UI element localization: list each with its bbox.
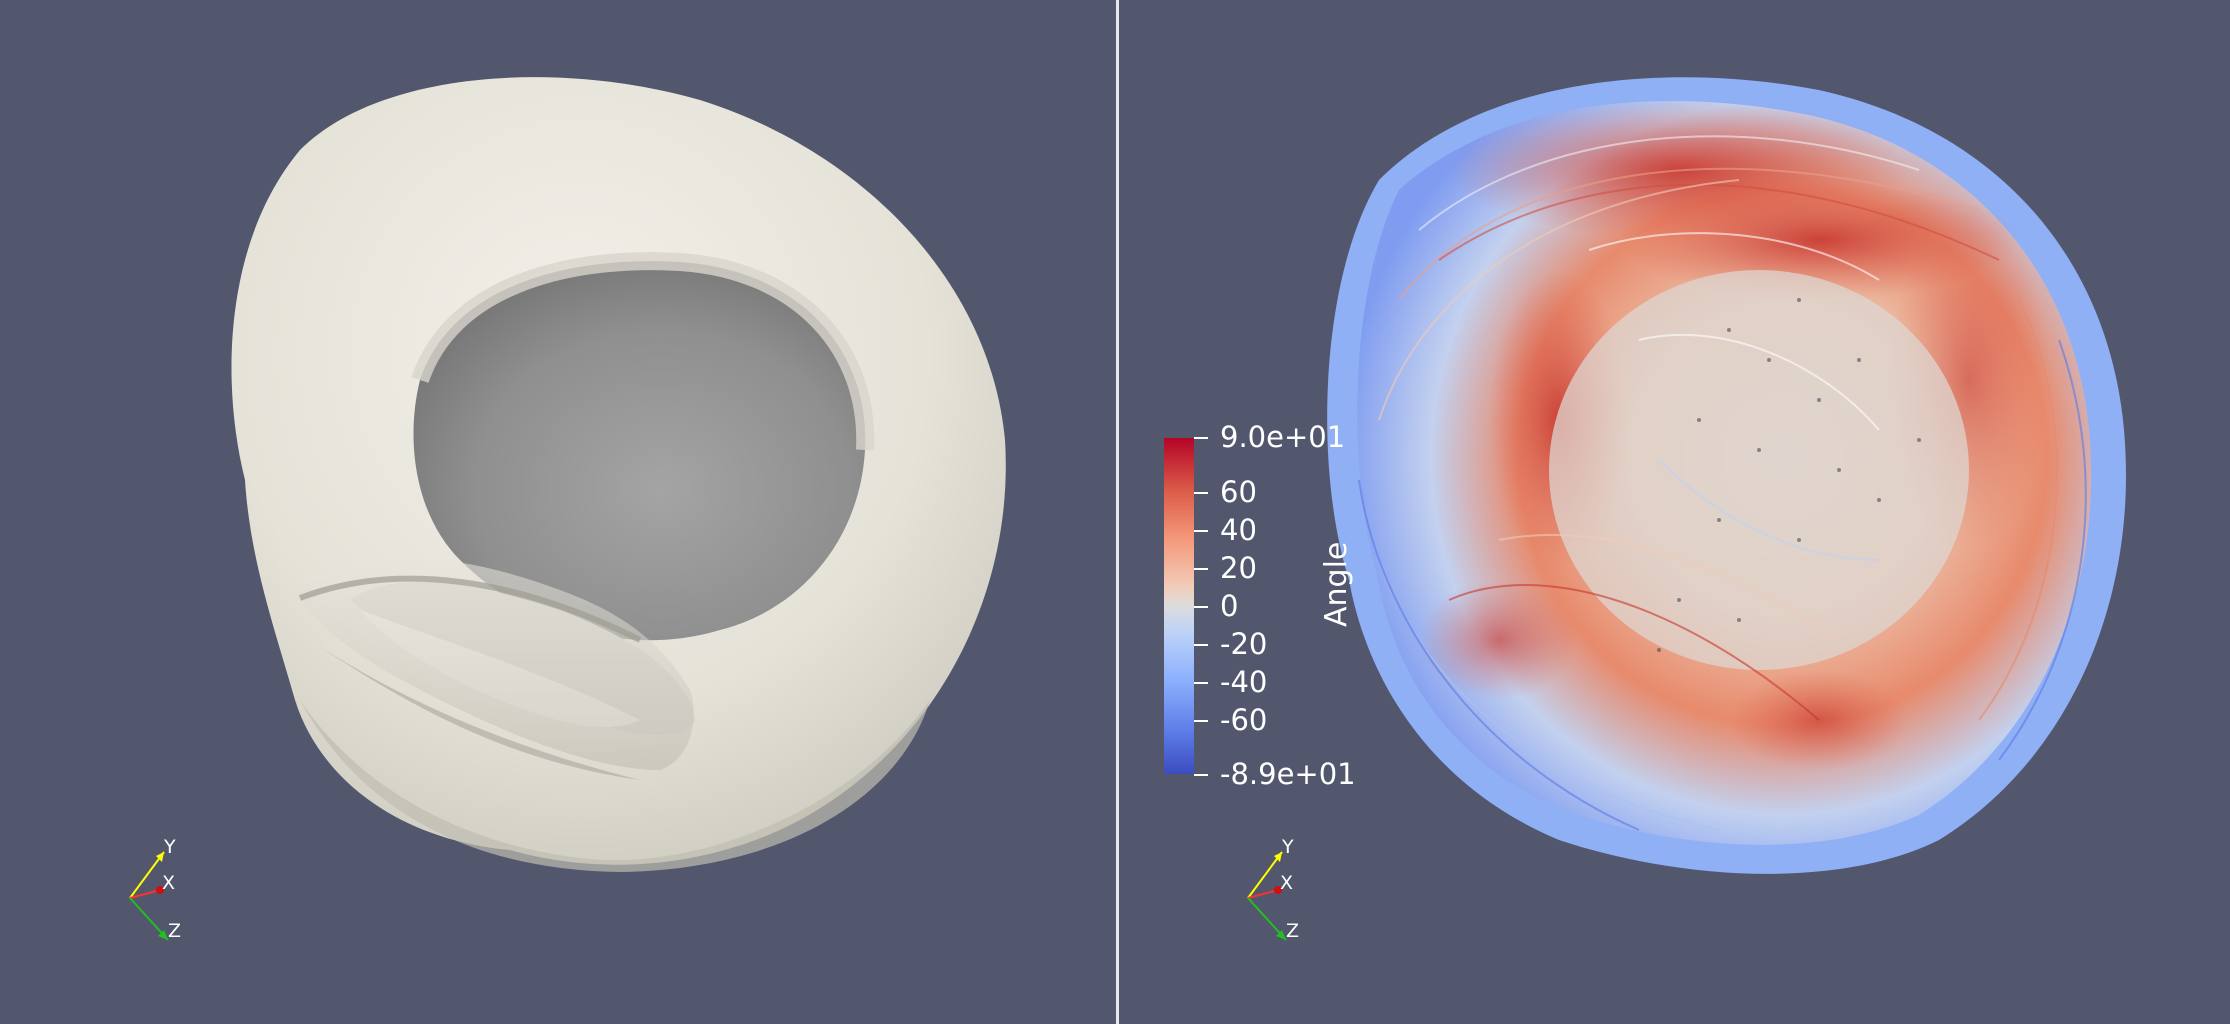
orientation-axes: Y X Z xyxy=(1236,830,1316,950)
tick-mark xyxy=(1194,437,1208,439)
orientation-axes: Y X Z xyxy=(118,830,198,950)
tick-label-min: -8.9e+01 xyxy=(1220,757,1356,791)
tick-mark xyxy=(1194,530,1208,532)
tick-label: -40 xyxy=(1220,665,1268,699)
cavity-opening xyxy=(413,261,866,641)
left-render-viewport[interactable]: Y X Z xyxy=(0,0,1116,1024)
viewport-divider[interactable] xyxy=(1116,0,1119,1024)
tick-label: 40 xyxy=(1220,513,1257,547)
tick-mark xyxy=(1194,644,1208,646)
right-render-viewport[interactable]: 9.0e+01 60 40 20 0 -20 -40 -60 -8.9e+01 … xyxy=(1119,0,2230,1024)
fiber-streamline-render[interactable] xyxy=(1119,0,2230,1024)
axis-y-label: Y xyxy=(164,836,176,858)
heart-surface-render[interactable] xyxy=(0,0,1116,1024)
tick-mark xyxy=(1194,568,1208,570)
tick-label: -20 xyxy=(1220,627,1268,661)
tick-mark xyxy=(1194,720,1208,722)
tick-label: 0 xyxy=(1220,589,1239,623)
tick-mark xyxy=(1194,774,1208,776)
tick-label-max: 9.0e+01 xyxy=(1220,420,1346,454)
colormap-bar xyxy=(1164,438,1194,774)
axis-x-label: X xyxy=(1280,872,1294,894)
tick-label: -60 xyxy=(1220,703,1268,737)
tick-mark xyxy=(1194,492,1208,494)
tick-label: 60 xyxy=(1220,475,1257,509)
axis-z-label: Z xyxy=(168,920,182,942)
axis-x-label: X xyxy=(162,872,176,894)
color-legend: 9.0e+01 60 40 20 0 -20 -40 -60 -8.9e+01 … xyxy=(1164,422,1464,789)
axis-z-label: Z xyxy=(1286,920,1300,942)
tick-mark xyxy=(1194,606,1208,608)
axis-y-label: Y xyxy=(1282,836,1294,858)
legend-title: Angle xyxy=(1319,541,1354,627)
tick-label: 20 xyxy=(1220,551,1257,585)
tick-mark xyxy=(1194,682,1208,684)
